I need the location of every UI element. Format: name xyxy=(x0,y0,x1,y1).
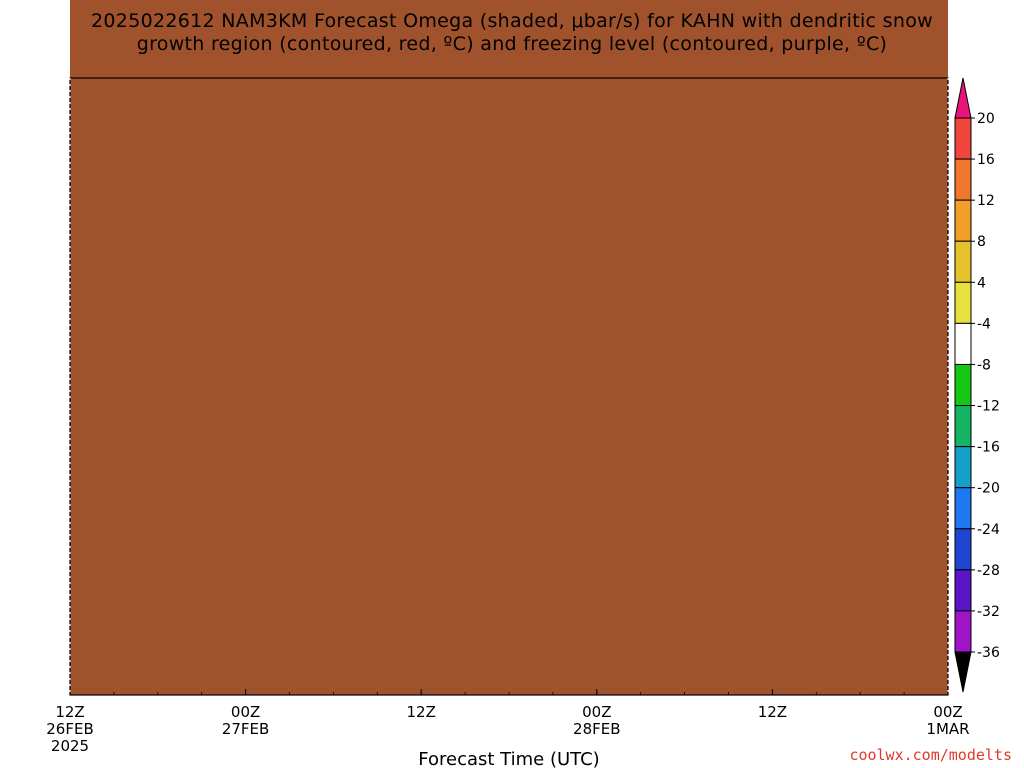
colorbar-top-arrow xyxy=(954,77,972,119)
colorbar-box-4 xyxy=(954,281,972,324)
colorbar-box-2 xyxy=(954,199,972,242)
colorbar-box-3 xyxy=(954,240,972,283)
plot-frame xyxy=(69,77,949,696)
colorbar-label-1: 16 xyxy=(977,152,995,168)
colorbar: 20 16 12 8 4 -4 -8 -12 -16 -20 -24 -28 -32 -36 xyxy=(954,77,1000,693)
colorbar-label-8: -16 xyxy=(977,440,1000,456)
colorbar-box-5 xyxy=(954,322,972,365)
x-tick-label-0-1: 26FEB xyxy=(46,720,93,738)
colorbar-box-9 xyxy=(954,487,972,530)
x-tick-label-0-0: 12Z xyxy=(55,703,84,721)
colorbar-label-13: -36 xyxy=(977,645,1000,661)
surface-terrain-band xyxy=(70,0,948,695)
colorbar-label-0: 20 xyxy=(977,111,995,127)
x-tick-label-12-0: 00Z xyxy=(231,703,260,721)
colorbar-box-11 xyxy=(954,569,972,612)
colorbar-label-5: -4 xyxy=(977,316,991,332)
x-axis-title: Forecast Time (UTC) xyxy=(418,749,599,768)
colorbar-label-9: -20 xyxy=(977,481,1000,497)
colorbar-bottom-arrow xyxy=(954,651,972,693)
axes-layer: 2503003504004505005506006507007508008509… xyxy=(46,77,970,768)
colorbar-label-10: -24 xyxy=(977,522,1000,538)
x-tick-label-60-0: 00Z xyxy=(933,703,962,721)
colorbar-label-3: 8 xyxy=(977,234,986,250)
surface-layer xyxy=(70,0,948,695)
colorbar-box-10 xyxy=(954,528,972,571)
x-tick-label-12-1: 27FEB xyxy=(222,720,269,738)
chart-title-line-2: growth region (contoured, red, ºC) and f… xyxy=(136,33,888,55)
x-tick-label-48-0: 12Z xyxy=(758,703,787,721)
chart-title-line-1: 2025022612 NAM3KM Forecast Omega (shaded… xyxy=(91,10,933,32)
colorbar-label-2: 12 xyxy=(977,193,995,209)
colorbar-label-6: -8 xyxy=(977,357,991,373)
source-credit-link[interactable]: coolwx.com/modelts xyxy=(849,746,1012,764)
colorbar-box-6 xyxy=(954,363,972,407)
x-tick-label-36-0: 00Z xyxy=(582,703,611,721)
colorbar-box-12 xyxy=(954,610,972,653)
colorbar-box-8 xyxy=(954,446,972,489)
x-tick-label-0-2: 2025 xyxy=(51,737,89,755)
colorbar-label-12: -32 xyxy=(977,604,1000,620)
colorbar-box-7 xyxy=(954,405,972,448)
colorbar-box-0 xyxy=(954,117,972,160)
x-tick-label-36-1: 28FEB xyxy=(573,720,620,738)
colorbar-label-11: -28 xyxy=(977,563,1000,579)
colorbar-label-4: 4 xyxy=(977,275,986,291)
x-tick-label-24-0: 12Z xyxy=(407,703,436,721)
x-tick-label-60-1: 1MAR xyxy=(926,720,969,738)
colorbar-box-1 xyxy=(954,158,972,201)
colorbar-label-7: -12 xyxy=(977,399,1000,415)
